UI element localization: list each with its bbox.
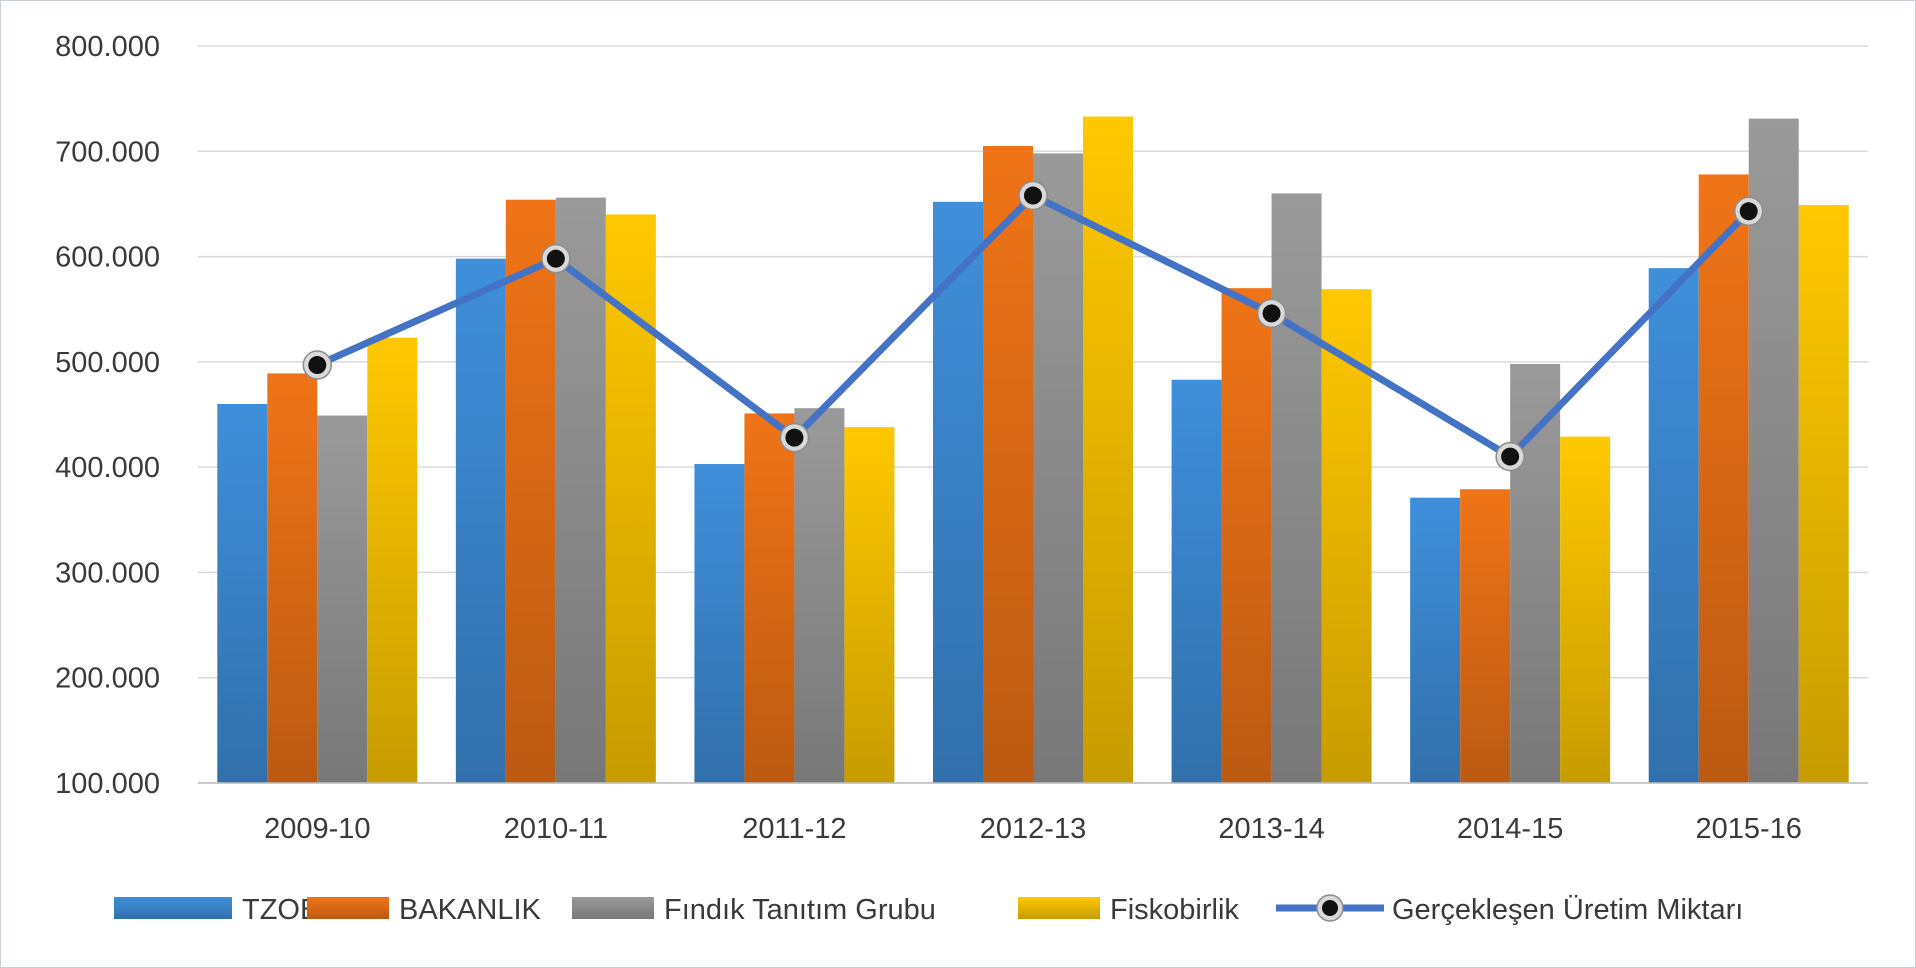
bar-bakanlik-2015-16 bbox=[1698, 174, 1749, 783]
line-series bbox=[302, 180, 1764, 472]
y-tick-label: 200.000 bbox=[55, 663, 160, 695]
y-tick-label: 400.000 bbox=[55, 452, 160, 484]
legend-label: BAKANLIK bbox=[399, 894, 541, 926]
bar-fiskobirlik-2011-12 bbox=[844, 427, 895, 783]
line-point bbox=[779, 422, 810, 453]
line-point bbox=[1495, 441, 1525, 472]
bar-bakanlik-2013-14 bbox=[1221, 288, 1272, 783]
bar-fiskobirlik-2014-15 bbox=[1560, 436, 1611, 783]
legend-item-tzob: TZOB bbox=[114, 894, 319, 926]
bar-series bbox=[217, 116, 1849, 784]
bar-tzob-2015-16 bbox=[1648, 268, 1699, 784]
line-point bbox=[541, 243, 571, 274]
x-tick-label: 2009-10 bbox=[264, 813, 370, 845]
legend-item-bakanlik: BAKANLIK bbox=[307, 894, 541, 926]
bar-bakanlik-2014-15 bbox=[1460, 489, 1511, 783]
x-tick-label: 2014-15 bbox=[1457, 813, 1563, 845]
bar-tzob-2013-14 bbox=[1171, 379, 1222, 783]
bar-fiskobirlik-2012-13 bbox=[1083, 116, 1133, 783]
bar-bakanlik-2011-12 bbox=[744, 413, 795, 783]
legend-item-f-nd-k-tan-t-m-grubu: Fındık Tanıtım Grubu bbox=[572, 894, 936, 926]
bar-f-nd-k-tan-t-m-grubu-2015-16 bbox=[1748, 118, 1799, 783]
bar-f-nd-k-tan-t-m-grubu-2013-14 bbox=[1271, 193, 1322, 783]
line-point bbox=[302, 350, 333, 380]
legend-label: Gerçekleşen Üretim Miktarı bbox=[1392, 894, 1743, 926]
bar-f-nd-k-tan-t-m-grubu-2009-10 bbox=[317, 415, 368, 783]
y-tick-label: 500.000 bbox=[55, 347, 160, 379]
bar-bakanlik-2012-13 bbox=[983, 146, 1033, 783]
y-tick-label: 600.000 bbox=[55, 242, 160, 274]
legend-swatch bbox=[307, 897, 389, 919]
x-tick-label: 2015-16 bbox=[1695, 813, 1801, 845]
x-tick-label: 2013-14 bbox=[1218, 813, 1324, 845]
bar-f-nd-k-tan-t-m-grubu-2010-11 bbox=[555, 197, 606, 783]
legend-swatch bbox=[1018, 897, 1100, 919]
line-point bbox=[1256, 298, 1287, 329]
bar-f-nd-k-tan-t-m-grubu-2011-12 bbox=[794, 408, 845, 783]
bar-tzob-2009-10 bbox=[217, 403, 268, 783]
legend: TZOB BAKANLIK Fındık Tanıtım Grubu Fiskobir… bbox=[114, 894, 1743, 926]
bar-f-nd-k-tan-t-m-grubu-2012-13 bbox=[1033, 153, 1083, 784]
bar-tzob-2011-12 bbox=[694, 463, 745, 783]
bar-fiskobirlik-2015-16 bbox=[1798, 204, 1849, 783]
legend-swatch bbox=[572, 897, 654, 919]
y-tick-label: 300.000 bbox=[55, 557, 160, 589]
legend-item-ger-ekle-en-retim-miktar-: Gerçekleşen Üretim Miktarı bbox=[1276, 894, 1743, 926]
bar-tzob-2014-15 bbox=[1410, 497, 1461, 783]
x-tick-label: 2012-13 bbox=[980, 813, 1086, 845]
y-axis: 100.000 200.000 300.000 400.000 500.000 600.0… bbox=[55, 31, 160, 800]
legend-item-fiskobirlik: Fiskobirlik bbox=[1018, 894, 1239, 926]
legend-label: TZOB bbox=[242, 894, 319, 926]
y-tick-label: 800.000 bbox=[55, 31, 160, 63]
line-point bbox=[1018, 180, 1048, 211]
bar-fiskobirlik-2009-10 bbox=[367, 337, 418, 783]
y-tick-label: 100.000 bbox=[55, 768, 160, 800]
bar-bakanlik-2010-11 bbox=[505, 199, 556, 783]
legend-label: Fındık Tanıtım Grubu bbox=[664, 894, 936, 926]
legend-swatch bbox=[114, 897, 232, 919]
legend-label: Fiskobirlik bbox=[1110, 894, 1239, 926]
bar-fiskobirlik-2010-11 bbox=[605, 214, 656, 783]
bar-tzob-2012-13 bbox=[933, 201, 983, 783]
bar-tzob-2010-11 bbox=[455, 258, 506, 784]
bar-fiskobirlik-2013-14 bbox=[1321, 289, 1372, 783]
y-tick-label: 700.000 bbox=[55, 136, 160, 168]
x-tick-label: 2010-11 bbox=[504, 813, 608, 845]
bar-bakanlik-2009-10 bbox=[267, 373, 318, 783]
x-axis: 2009-10 2010-11 2011-12 2012-13 2013-14 2014-… bbox=[264, 813, 1802, 845]
x-tick-label: 2011-12 bbox=[742, 813, 846, 845]
line-point bbox=[1733, 196, 1764, 227]
